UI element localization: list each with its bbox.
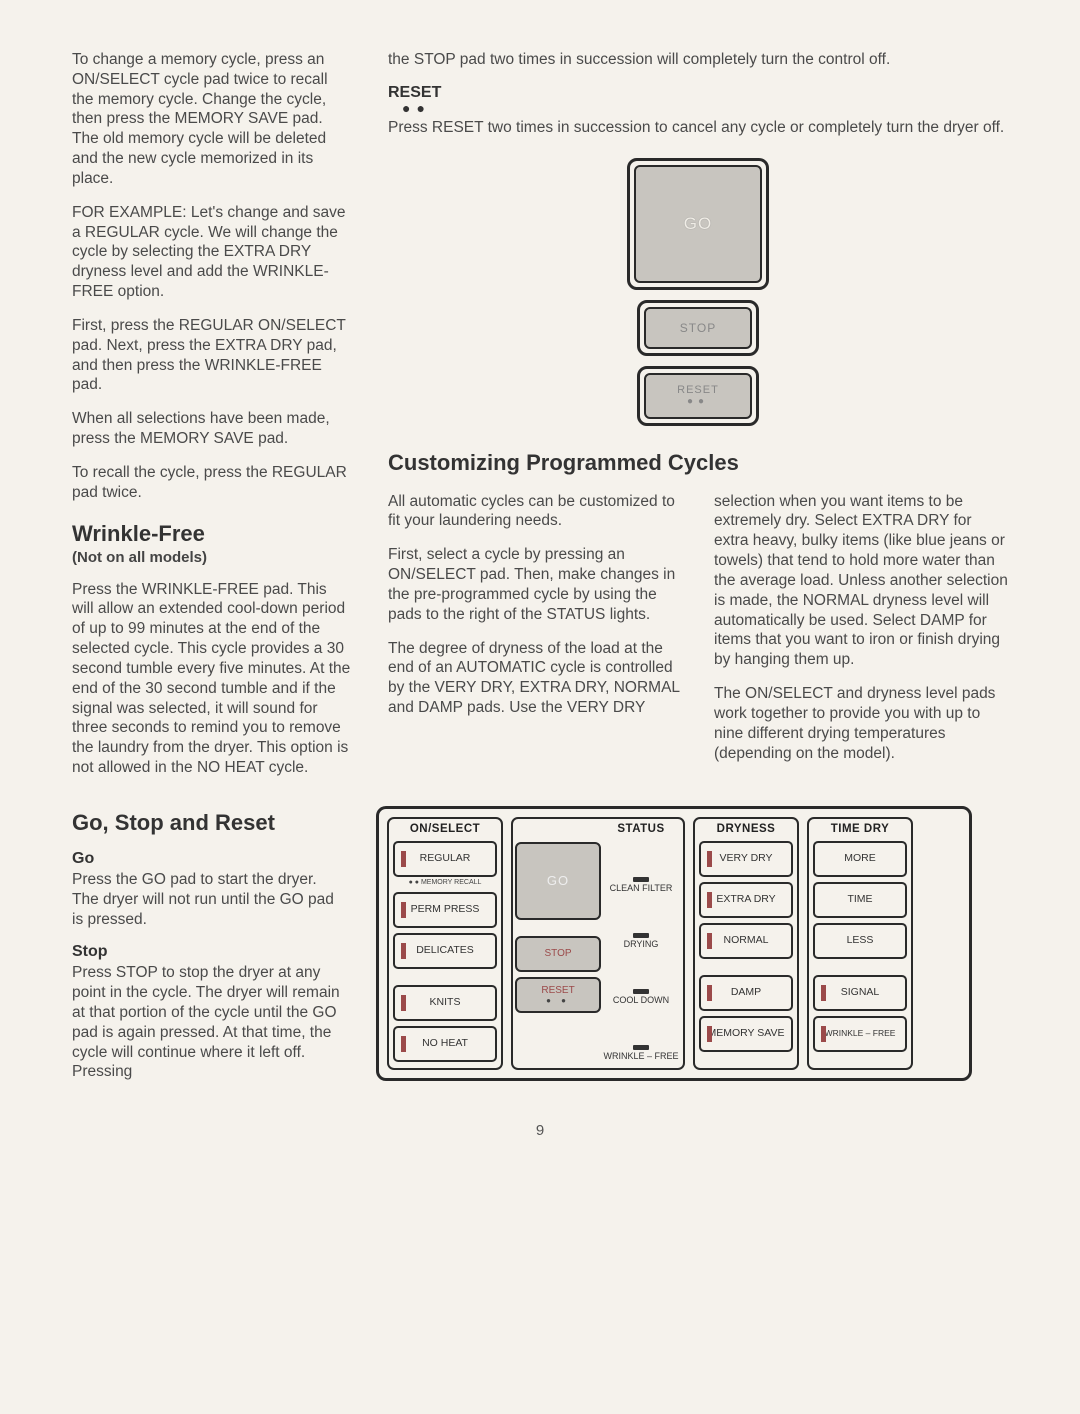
pad-label: KNITS bbox=[430, 997, 461, 1008]
go-label: GO bbox=[547, 873, 569, 888]
control-panel: ON/SELECT REGULAR ● ● MEMORY RECALL PERM… bbox=[376, 806, 972, 1081]
body-text: Press STOP to stop the dryer at any poin… bbox=[72, 963, 340, 1082]
panel-stop-button[interactable]: STOP bbox=[515, 936, 601, 972]
stop-subhead: Stop bbox=[72, 943, 340, 961]
pad-label: NORMAL bbox=[724, 935, 769, 946]
onselect-group: ON/SELECT REGULAR ● ● MEMORY RECALL PERM… bbox=[387, 817, 503, 1070]
pad-perm-press[interactable]: PERM PRESS bbox=[393, 892, 497, 928]
status-cool-down: COOL DOWN bbox=[603, 989, 679, 1005]
body-text: The ON/SELECT and dryness level pads wor… bbox=[714, 684, 1008, 763]
body-text: To recall the cycle, press the REGULAR p… bbox=[72, 463, 352, 503]
column-2: the STOP pad two times in succession wil… bbox=[388, 50, 1008, 792]
pad-normal[interactable]: NORMAL bbox=[699, 923, 793, 959]
body-text: To change a memory cycle, press an ON/SE… bbox=[72, 50, 352, 189]
memory-recall-label: ● ● MEMORY RECALL bbox=[393, 879, 497, 886]
body-text: First, select a cycle by pressing an ON/… bbox=[388, 545, 682, 624]
pad-label: PERM PRESS bbox=[411, 904, 480, 915]
wrinkle-free-heading: Wrinkle-Free bbox=[72, 521, 352, 547]
reset-dots-icon: ●● bbox=[388, 100, 1008, 116]
pad-very-dry[interactable]: VERY DRY bbox=[699, 841, 793, 877]
status-title: STATUS bbox=[603, 823, 679, 836]
pad-memory-save[interactable]: MEMORY SAVE bbox=[699, 1016, 793, 1052]
body-text: The degree of dryness of the load at the… bbox=[388, 639, 682, 718]
pad-label: TIME bbox=[847, 894, 872, 905]
body-text: Press the WRINKLE-FREE pad. This will al… bbox=[72, 580, 352, 778]
status-clean-filter: CLEAN FILTER bbox=[603, 877, 679, 893]
bottom-row: Go, Stop and Reset Go Press the GO pad t… bbox=[72, 792, 1008, 1096]
customizing-col-a: All automatic cycles can be customized t… bbox=[388, 492, 682, 778]
onselect-title: ON/SELECT bbox=[393, 823, 497, 836]
status-drying: DRYING bbox=[603, 933, 679, 949]
dryness-group: DRYNESS VERY DRY EXTRA DRY NORMAL DAMP M… bbox=[693, 817, 799, 1070]
body-text: FOR EXAMPLE: Let's change and save a REG… bbox=[72, 203, 352, 302]
pad-label: LESS bbox=[847, 935, 874, 946]
status-group: . GO STOP RESET● ● STATUS CLEAN FILTER D… bbox=[511, 817, 685, 1070]
body-text: First, press the REGULAR ON/SELECT pad. … bbox=[72, 316, 352, 395]
pad-damp[interactable]: DAMP bbox=[699, 975, 793, 1011]
go-stop-reset-heading: Go, Stop and Reset bbox=[72, 810, 340, 836]
pad-label: VERY DRY bbox=[719, 853, 772, 864]
reset-label: RESET bbox=[677, 384, 719, 396]
reset-label: RESET bbox=[541, 985, 574, 996]
pad-label: WRINKLE – FREE bbox=[825, 1029, 896, 1038]
go-subhead: Go bbox=[72, 850, 340, 868]
reset-dots-icon: ●● bbox=[687, 396, 709, 407]
wrinkle-free-subnote: (Not on all models) bbox=[72, 549, 352, 566]
status-buttons: . GO STOP RESET● ● bbox=[515, 823, 601, 1062]
pad-signal[interactable]: SIGNAL bbox=[813, 975, 907, 1011]
button-stack-illustration: GO STOP RESET ●● bbox=[388, 158, 1008, 426]
pad-extra-dry[interactable]: EXTRA DRY bbox=[699, 882, 793, 918]
body-text: Press the GO pad to start the dryer. The… bbox=[72, 870, 340, 929]
stop-label: STOP bbox=[680, 321, 716, 335]
body-text: When all selections have been made, pres… bbox=[72, 409, 352, 449]
customizing-heading: Customizing Programmed Cycles bbox=[388, 450, 1008, 476]
timedry-title: TIME DRY bbox=[813, 823, 907, 836]
go-button-illustration: GO bbox=[627, 158, 769, 290]
pad-regular[interactable]: REGULAR bbox=[393, 841, 497, 877]
panel-reset-button[interactable]: RESET● ● bbox=[515, 977, 601, 1013]
pad-label: DELICATES bbox=[416, 945, 474, 956]
pad-label: NO HEAT bbox=[422, 1038, 468, 1049]
dryness-title: DRYNESS bbox=[699, 823, 793, 836]
pad-label: REGULAR bbox=[420, 853, 471, 864]
pad-label: MEMORY SAVE bbox=[708, 1028, 785, 1039]
pad-knits[interactable]: KNITS bbox=[393, 985, 497, 1021]
customizing-columns: All automatic cycles can be customized t… bbox=[388, 492, 1008, 778]
panel-go-button[interactable]: GO bbox=[515, 842, 601, 920]
go-stop-reset-column: Go, Stop and Reset Go Press the GO pad t… bbox=[72, 792, 340, 1096]
timedry-group: TIME DRY MORE TIME LESS SIGNAL WRINKLE –… bbox=[807, 817, 913, 1070]
page-number: 9 bbox=[72, 1122, 1008, 1139]
customizing-col-b: selection when you want items to be extr… bbox=[714, 492, 1008, 778]
pad-delicates[interactable]: DELICATES bbox=[393, 933, 497, 969]
stop-label: STOP bbox=[544, 948, 571, 959]
pad-label: EXTRA DRY bbox=[716, 894, 775, 905]
status-indicators: STATUS CLEAN FILTER DRYING COOL DOWN WRI… bbox=[601, 823, 681, 1062]
status-wrinkle-free: WRINKLE – FREE bbox=[603, 1045, 679, 1061]
pad-less[interactable]: LESS bbox=[813, 923, 907, 959]
pad-label: MORE bbox=[844, 853, 876, 864]
page: To change a memory cycle, press an ON/SE… bbox=[0, 0, 1080, 1179]
pad-wrinkle-free[interactable]: WRINKLE – FREE bbox=[813, 1016, 907, 1052]
pad-time[interactable]: TIME bbox=[813, 882, 907, 918]
control-panel-wrap: ON/SELECT REGULAR ● ● MEMORY RECALL PERM… bbox=[376, 806, 972, 1081]
column-1: To change a memory cycle, press an ON/SE… bbox=[72, 50, 352, 792]
pad-no-heat[interactable]: NO HEAT bbox=[393, 1026, 497, 1062]
stop-button-illustration: STOP bbox=[637, 300, 759, 356]
go-label: GO bbox=[684, 214, 712, 234]
pad-label: DAMP bbox=[731, 987, 761, 998]
body-text: Press RESET two times in succession to c… bbox=[388, 118, 1008, 138]
body-text: selection when you want items to be extr… bbox=[714, 492, 1008, 670]
reset-button-illustration: RESET ●● bbox=[637, 366, 759, 426]
body-text: All automatic cycles can be customized t… bbox=[388, 492, 682, 532]
body-text: the STOP pad two times in succession wil… bbox=[388, 50, 1008, 70]
upper-columns: To change a memory cycle, press an ON/SE… bbox=[72, 50, 1008, 792]
pad-more[interactable]: MORE bbox=[813, 841, 907, 877]
pad-label: SIGNAL bbox=[841, 987, 880, 998]
